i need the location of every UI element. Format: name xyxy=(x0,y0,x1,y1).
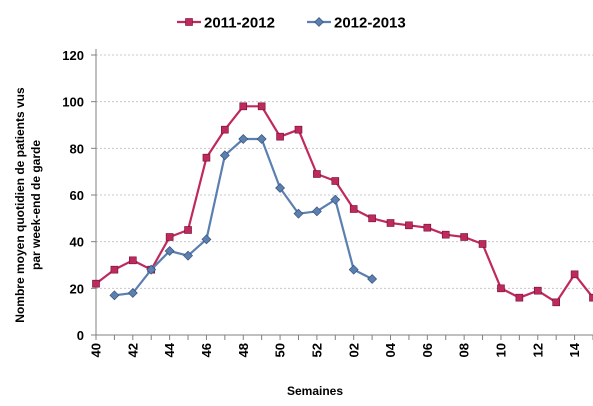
x-tick-label: 02 xyxy=(346,343,361,357)
data-point xyxy=(387,220,394,227)
data-point xyxy=(405,222,412,229)
data-point xyxy=(368,275,377,284)
data-point xyxy=(571,271,578,278)
data-point xyxy=(350,206,357,213)
data-point xyxy=(185,227,192,234)
legend-item-2012-2013: 2012-2013 xyxy=(307,15,406,32)
y-tick-label: 60 xyxy=(70,188,84,203)
x-tick-label: 08 xyxy=(457,343,472,357)
data-point xyxy=(93,280,100,287)
series-group xyxy=(93,103,593,306)
y-tick-label: 120 xyxy=(62,48,84,63)
x-tick-label: 10 xyxy=(494,343,509,357)
data-point xyxy=(534,287,541,294)
x-tick-label: 46 xyxy=(199,343,214,357)
x-axis-title: Semaines xyxy=(287,384,343,398)
data-point xyxy=(497,285,504,292)
x-tick-label: 50 xyxy=(273,343,288,357)
data-point xyxy=(203,154,210,161)
data-point xyxy=(295,126,302,133)
legend-label: 2011-2012 xyxy=(204,15,275,32)
data-point xyxy=(277,133,284,140)
y-tick-label: 100 xyxy=(62,95,84,110)
data-point xyxy=(221,126,228,133)
data-point xyxy=(369,215,376,222)
data-point xyxy=(258,103,265,110)
x-tick-label: 48 xyxy=(236,343,251,357)
data-point xyxy=(110,291,119,300)
data-point xyxy=(315,18,324,27)
data-point xyxy=(553,299,560,306)
data-point xyxy=(461,234,468,241)
series-line xyxy=(96,106,593,302)
data-point xyxy=(166,234,173,241)
legend: 2011-2012 2012-2013 xyxy=(177,15,406,32)
x-tick-label: 14 xyxy=(567,342,582,357)
data-point xyxy=(479,241,486,248)
y-tick-label: 20 xyxy=(70,281,84,296)
y-axis-title-line-1: Nombre moyen quotidien de patients vus xyxy=(13,87,27,323)
x-tick-label: 40 xyxy=(89,343,104,357)
x-tick-label: 52 xyxy=(309,343,324,357)
data-point xyxy=(442,231,449,238)
y-tick-label: 40 xyxy=(70,235,84,250)
x-tick-label: 42 xyxy=(125,343,140,357)
x-tick-label: 04 xyxy=(383,342,398,357)
legend-label: 2012-2013 xyxy=(334,15,406,32)
data-point xyxy=(257,135,266,144)
data-point xyxy=(111,266,118,273)
series-2012-2013 xyxy=(110,135,377,300)
data-point xyxy=(332,178,339,185)
x-tick-label: 44 xyxy=(162,342,177,357)
y-tick-label: 80 xyxy=(70,141,84,156)
y-tick-label: 0 xyxy=(77,328,84,343)
x-tick-label: 06 xyxy=(420,343,435,357)
data-point xyxy=(590,294,593,301)
data-point xyxy=(424,224,431,231)
x-tick-label: 12 xyxy=(530,343,545,357)
data-point xyxy=(516,294,523,301)
series-2011-2012 xyxy=(93,103,593,306)
data-point xyxy=(186,19,193,26)
data-point xyxy=(240,103,247,110)
data-point xyxy=(313,171,320,178)
legend-item-2011-2012: 2011-2012 xyxy=(177,15,275,32)
axes: 0 20 40 60 80 100 120 40 42 44 46 48 50 52 02 04 06 08 10 1… xyxy=(62,48,593,357)
y-axis-title-line-2: par week-end de garde xyxy=(29,140,43,270)
data-point xyxy=(129,257,136,264)
data-point xyxy=(349,265,358,274)
